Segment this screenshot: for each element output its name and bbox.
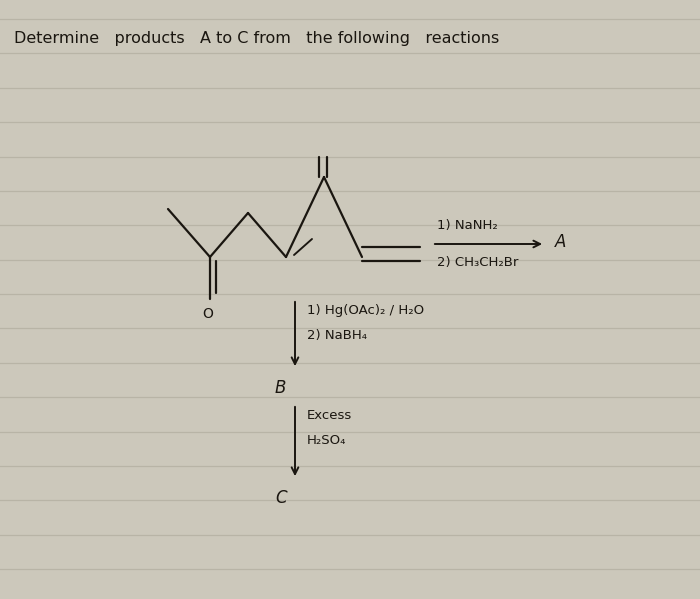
Text: A: A xyxy=(555,233,566,251)
Text: Excess: Excess xyxy=(307,409,352,422)
Text: H₂SO₄: H₂SO₄ xyxy=(307,434,346,447)
Text: O: O xyxy=(202,307,214,321)
Text: B: B xyxy=(275,379,286,397)
Text: 1) NaNH₂: 1) NaNH₂ xyxy=(437,219,498,232)
Text: 2) CH₃CH₂Br: 2) CH₃CH₂Br xyxy=(437,256,519,269)
Text: 1) Hg(OAc)₂ / H₂O: 1) Hg(OAc)₂ / H₂O xyxy=(307,304,424,317)
Text: C: C xyxy=(275,489,286,507)
Text: Determine   products   A to C from   the following   reactions: Determine products A to C from the follo… xyxy=(14,31,499,46)
Text: 2) NaBH₄: 2) NaBH₄ xyxy=(307,329,367,342)
